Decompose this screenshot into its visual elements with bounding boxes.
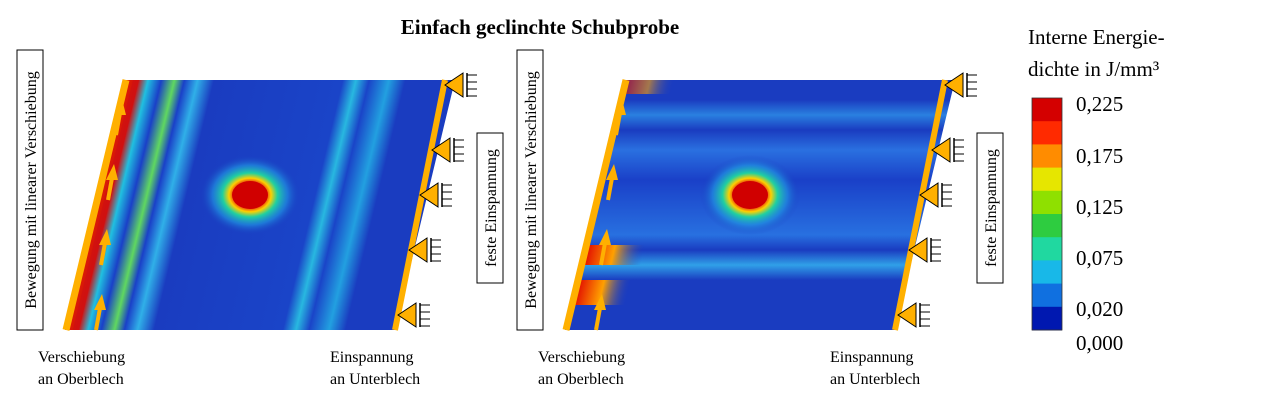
arrow-head [594, 294, 606, 310]
hot-zone [73, 80, 140, 330]
support [408, 237, 428, 263]
support [931, 137, 951, 163]
arrow-shaft [599, 242, 607, 266]
color-band [1032, 98, 1062, 122]
support [419, 182, 439, 208]
bottom-label: Verschiebung [38, 349, 125, 366]
color-band [1032, 121, 1062, 145]
support [908, 237, 928, 263]
color-band [1032, 283, 1062, 308]
arrow-head [94, 294, 106, 310]
arrow-shaft [94, 307, 102, 331]
legend-tick-label: 0,125 [1076, 195, 1123, 219]
bottom-label: an Unterblech [830, 371, 920, 388]
moving-edge [62, 79, 130, 331]
color-band [1032, 144, 1062, 169]
support [897, 302, 917, 328]
arrow-shaft [106, 177, 114, 201]
support [431, 137, 451, 163]
fixed-edge [392, 79, 448, 331]
bottom-label: Einspannung [830, 349, 914, 366]
label-text: Bewegung mit linearer Verschiebung [23, 71, 40, 308]
panel: Bewegung mit linearer Verschiebung feste … [516, 49, 1004, 388]
legend-title: dichte in J/mm³ [1028, 57, 1159, 81]
arrow-head [114, 99, 126, 115]
color-band [1032, 260, 1062, 285]
left-label: Bewegung mit linearer Verschiebung [516, 49, 544, 331]
color-band [1032, 167, 1062, 192]
colorbar-frame [1031, 97, 1063, 331]
bottom-label: an Oberblech [538, 371, 624, 388]
bottom-label: Verschiebung [538, 349, 625, 366]
fixed-edge [892, 79, 948, 331]
color-band [1032, 306, 1062, 331]
figure-title: Einfach geclinchte Schubprobe [401, 15, 679, 39]
legend-tick-label: 0,225 [1076, 92, 1123, 116]
support [919, 182, 939, 208]
label-box [516, 49, 544, 331]
support [444, 72, 464, 98]
color-band [1032, 214, 1062, 238]
moving-edge [562, 79, 630, 331]
arrow-shaft [606, 177, 614, 201]
support [944, 72, 964, 98]
arrow-head [106, 164, 118, 180]
arrow-shaft [99, 242, 107, 266]
bottom-label: an Oberblech [38, 371, 124, 388]
arrow-head [99, 229, 111, 245]
hot-zone [621, 80, 676, 94]
panel: Bewegung mit linearer Verschiebung feste … [16, 49, 504, 388]
hot-zone [571, 280, 633, 305]
hot-zone [580, 245, 646, 265]
legend-tick-label: 0,075 [1076, 246, 1123, 270]
arrow-head [599, 229, 611, 245]
bottom-label: Einspannung [330, 349, 414, 366]
legend-tick-label: 0,000 [1076, 331, 1123, 355]
right-label: feste Einspannung [976, 132, 1004, 284]
legend-tick-label: 0,020 [1076, 297, 1123, 321]
label-text: Bewegung mit linearer Verschiebung [523, 71, 540, 308]
label-text: feste Einspannung [483, 149, 500, 267]
clinch-core [732, 181, 768, 209]
clinch-core [232, 181, 268, 209]
arrow-head [614, 99, 626, 115]
label-text: feste Einspannung [983, 149, 1000, 267]
support [397, 302, 417, 328]
legend-tick-label: 0,175 [1076, 144, 1123, 168]
color-band [1032, 190, 1062, 215]
bottom-label: an Unterblech [330, 371, 420, 388]
arrow-shaft [594, 307, 602, 331]
arrow-shaft [614, 112, 622, 136]
label-box [976, 132, 1004, 284]
legend-title: Interne Energie- [1028, 25, 1165, 49]
label-box [16, 49, 44, 331]
label-box [476, 132, 504, 284]
arrow-shaft [114, 112, 122, 136]
arrow-head [606, 164, 618, 180]
color-band [1032, 237, 1062, 261]
right-label: feste Einspannung [476, 132, 504, 284]
left-label: Bewegung mit linearer Verschiebung [16, 49, 44, 331]
